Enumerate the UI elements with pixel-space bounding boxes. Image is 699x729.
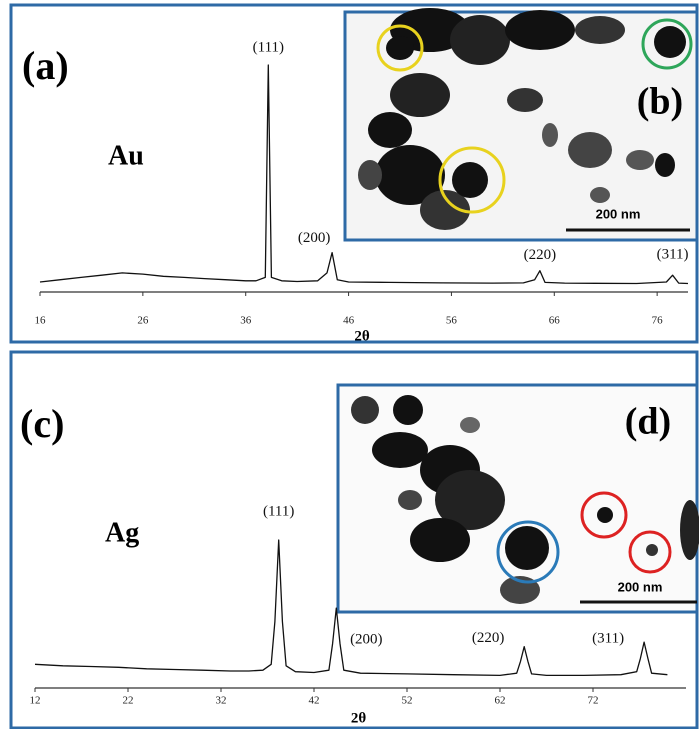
scale-bar-label: 200 nm xyxy=(618,579,663,594)
tem-inset xyxy=(343,8,699,242)
peak-label: (220) xyxy=(472,630,505,646)
peak-label: (200) xyxy=(350,632,383,648)
peak-label: (111) xyxy=(263,503,294,519)
peak-label: (220) xyxy=(524,247,557,263)
x-tick-label: 66 xyxy=(549,315,561,327)
x-tick-label: 36 xyxy=(240,315,252,327)
peak-label: (111) xyxy=(253,39,284,55)
tem-inset xyxy=(336,383,699,614)
x-axis-label: 2θ xyxy=(354,328,370,344)
x-tick-label: 76 xyxy=(652,315,664,327)
x-tick-label: 62 xyxy=(495,695,506,707)
inset-label: (b) xyxy=(637,81,683,123)
panel-label: (a) xyxy=(22,43,69,88)
panel-label: (c) xyxy=(20,401,64,446)
sample-label: Ag xyxy=(105,517,139,548)
x-tick-label: 16 xyxy=(35,315,47,327)
x-tick-label: 46 xyxy=(343,315,355,327)
x-tick-label: 56 xyxy=(446,315,458,327)
xrd-line xyxy=(39,64,689,285)
x-tick-label: 22 xyxy=(123,695,134,707)
x-tick-label: 72 xyxy=(588,695,599,707)
scale-bar-label: 200 nm xyxy=(596,206,641,221)
x-tick-label: 32 xyxy=(216,695,227,707)
peak-label: (311) xyxy=(592,631,624,647)
x-tick-label: 42 xyxy=(309,695,320,707)
x-tick-label: 52 xyxy=(402,695,413,707)
x-axis-label: 2θ xyxy=(351,710,367,726)
peak-label: (200) xyxy=(298,230,331,246)
sample-label: Au xyxy=(108,140,144,171)
x-tick-label: 12 xyxy=(30,695,41,707)
inset-label: (d) xyxy=(625,401,671,443)
xrd-line xyxy=(34,539,668,677)
x-tick-label: 26 xyxy=(137,315,149,327)
peak-label: (311) xyxy=(657,247,689,263)
